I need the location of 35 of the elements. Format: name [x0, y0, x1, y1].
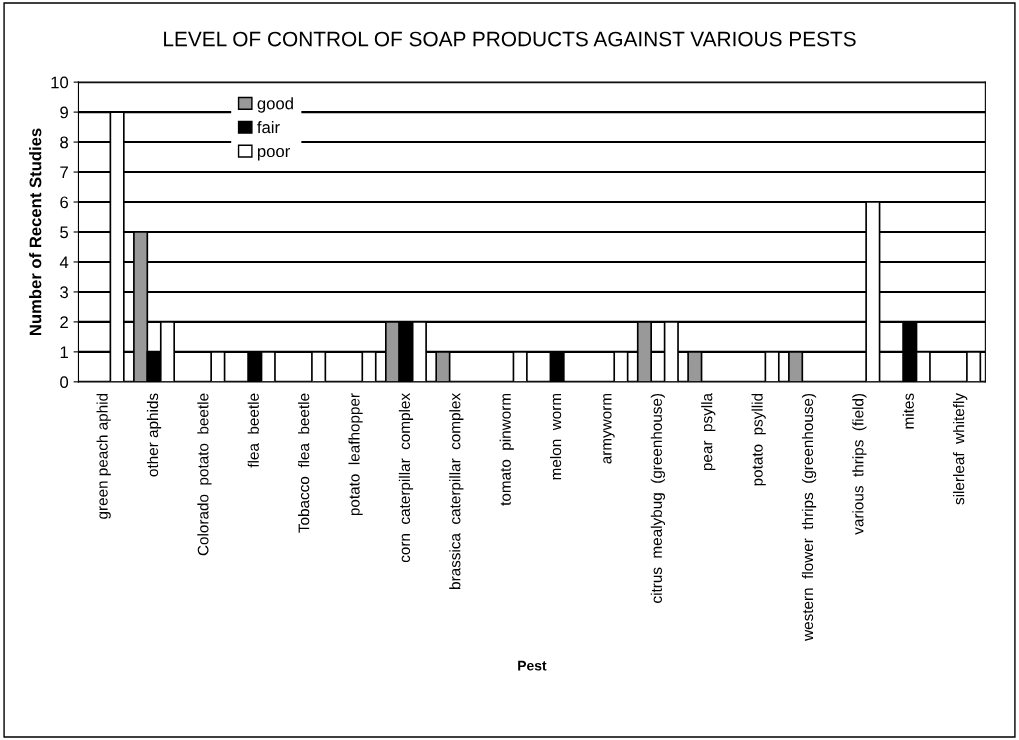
y-tick-label: 2 — [60, 316, 68, 328]
x-tick-label: flea beetle — [247, 393, 259, 468]
y-tick-label: 5 — [60, 226, 69, 239]
y-tick-label: 1 — [60, 346, 68, 358]
x-tick-label: potato psyllid — [751, 393, 766, 486]
legend-label: poor — [257, 147, 290, 161]
x-tick-label: western flower thrips (greenhouse) — [801, 393, 817, 641]
y-tick-label: 9 — [60, 106, 68, 119]
y-tick-label: 4 — [59, 256, 69, 268]
x-tick-label: pear psylla — [701, 392, 716, 471]
y-axis-title: Number of Recent Studies — [29, 128, 42, 336]
x-axis-title: Pest — [518, 660, 547, 671]
x-tick-label: silerleaf whitefly — [953, 392, 968, 505]
y-tick-label: 8 — [60, 136, 69, 149]
x-tick-label: green peach aphid — [96, 393, 111, 519]
y-tick-label: 6 — [60, 196, 69, 209]
y-tick-label: 7 — [60, 166, 68, 179]
y-tick-label: 10 — [51, 76, 69, 89]
y-tick-label: 0 — [60, 376, 69, 389]
x-tick-label: Colorado potato beetle — [197, 393, 212, 556]
x-tick-label: potato leafhopper — [348, 393, 363, 516]
x-tick-label: corn caterpillar complex — [398, 393, 414, 563]
x-tick-label: mites — [902, 393, 914, 429]
chart-title: LEVEL OF CONTROL OF SOAP PRODUCTS AGAINST VARIOUS PESTS — [164, 31, 856, 47]
x-tick-label: citrus mealybug (greenhouse) — [650, 393, 665, 603]
x-tick-label: various thrips (field) — [852, 393, 867, 535]
legend-label: good — [257, 97, 293, 113]
x-tick-label: melon worm — [549, 393, 562, 480]
x-tick-label: tomato pinworm — [499, 393, 514, 506]
x-tick-label: Tobacco flea beetle — [298, 393, 310, 533]
x-tick-label: armyworm — [603, 393, 615, 464]
x-tick-label: other aphids — [146, 393, 162, 477]
x-tick-label: brassica caterpillar complex — [449, 393, 464, 589]
legend-label: fair — [257, 121, 280, 134]
y-tick-label: 3 — [60, 286, 69, 299]
